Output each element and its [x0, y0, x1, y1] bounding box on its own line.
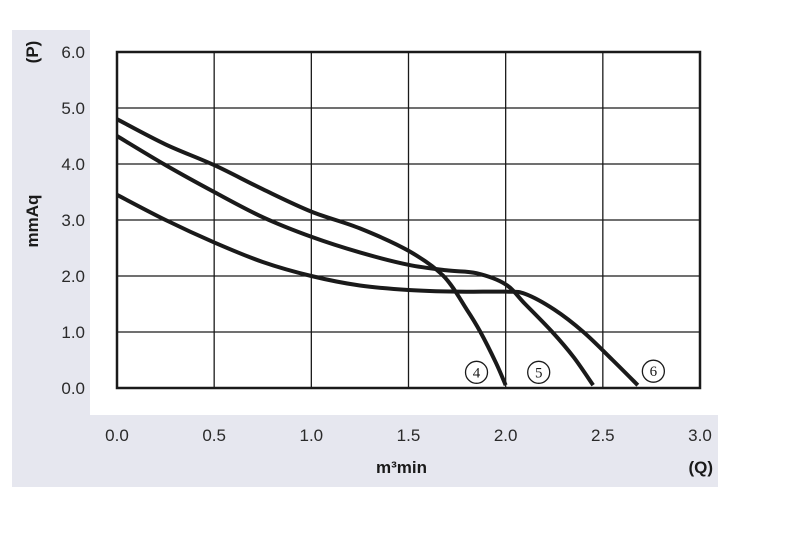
y-tick-label: 0.0 [61, 379, 85, 398]
curve-6 [116, 193, 640, 387]
y-tick-label: 2.0 [61, 267, 85, 286]
y-tick-label: 6.0 [61, 43, 85, 62]
y-axis-symbol: (P) [23, 41, 42, 64]
curve-label-6: 6 [641, 359, 666, 383]
y-tick-label: 4.0 [61, 155, 85, 174]
x-tick-label: 2.5 [591, 426, 615, 445]
curve-label-circle [527, 360, 551, 384]
curve-5 [115, 134, 595, 387]
y-tick-label: 3.0 [61, 211, 85, 230]
x-tick-label: 1.5 [397, 426, 421, 445]
curve-4 [116, 117, 508, 386]
x-axis-panel [12, 415, 718, 487]
curve-label-text: 5 [535, 365, 543, 381]
curve-label-text: 6 [650, 364, 658, 380]
curve-label-4: 4 [464, 360, 489, 384]
y-tick-label: 5.0 [61, 99, 85, 118]
curve-label-text: 4 [473, 365, 481, 381]
y-tick-label: 1.0 [61, 323, 85, 342]
curve-label-circle [464, 360, 489, 384]
x-tick-label: 1.0 [300, 426, 324, 445]
curve-label-circle [641, 359, 666, 383]
curve-label-5: 5 [527, 360, 551, 384]
y-axis-panel [12, 30, 90, 487]
x-tick-label: 0.5 [202, 426, 226, 445]
x-axis-symbol: (Q) [688, 458, 713, 477]
y-axis-label: mmAq [23, 195, 42, 248]
x-tick-label: 2.0 [494, 426, 518, 445]
x-tick-label: 3.0 [688, 426, 712, 445]
x-tick-label: 0.0 [105, 426, 129, 445]
x-axis-label: m³min [376, 458, 427, 477]
